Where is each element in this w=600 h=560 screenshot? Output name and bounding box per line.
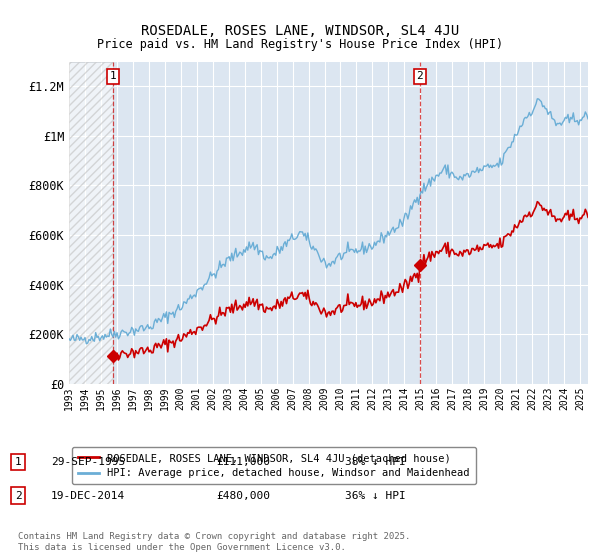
Legend: ROSEDALE, ROSES LANE, WINDSOR, SL4 4JU (detached house), HPI: Average price, det: ROSEDALE, ROSES LANE, WINDSOR, SL4 4JU (…: [71, 447, 476, 484]
Text: £480,000: £480,000: [216, 491, 270, 501]
Text: 2: 2: [14, 491, 22, 501]
Text: 2: 2: [416, 72, 423, 81]
Text: 1: 1: [110, 72, 116, 81]
Text: Contains HM Land Registry data © Crown copyright and database right 2025.
This d: Contains HM Land Registry data © Crown c…: [18, 532, 410, 552]
Text: 19-DEC-2014: 19-DEC-2014: [51, 491, 125, 501]
Text: 38% ↓ HPI: 38% ↓ HPI: [345, 457, 406, 467]
Text: 1: 1: [14, 457, 22, 467]
Text: 36% ↓ HPI: 36% ↓ HPI: [345, 491, 406, 501]
Text: ROSEDALE, ROSES LANE, WINDSOR, SL4 4JU: ROSEDALE, ROSES LANE, WINDSOR, SL4 4JU: [141, 24, 459, 38]
Bar: [69, 62, 113, 384]
Text: £111,000: £111,000: [216, 457, 270, 467]
Text: Price paid vs. HM Land Registry's House Price Index (HPI): Price paid vs. HM Land Registry's House …: [97, 38, 503, 51]
Text: 29-SEP-1995: 29-SEP-1995: [51, 457, 125, 467]
